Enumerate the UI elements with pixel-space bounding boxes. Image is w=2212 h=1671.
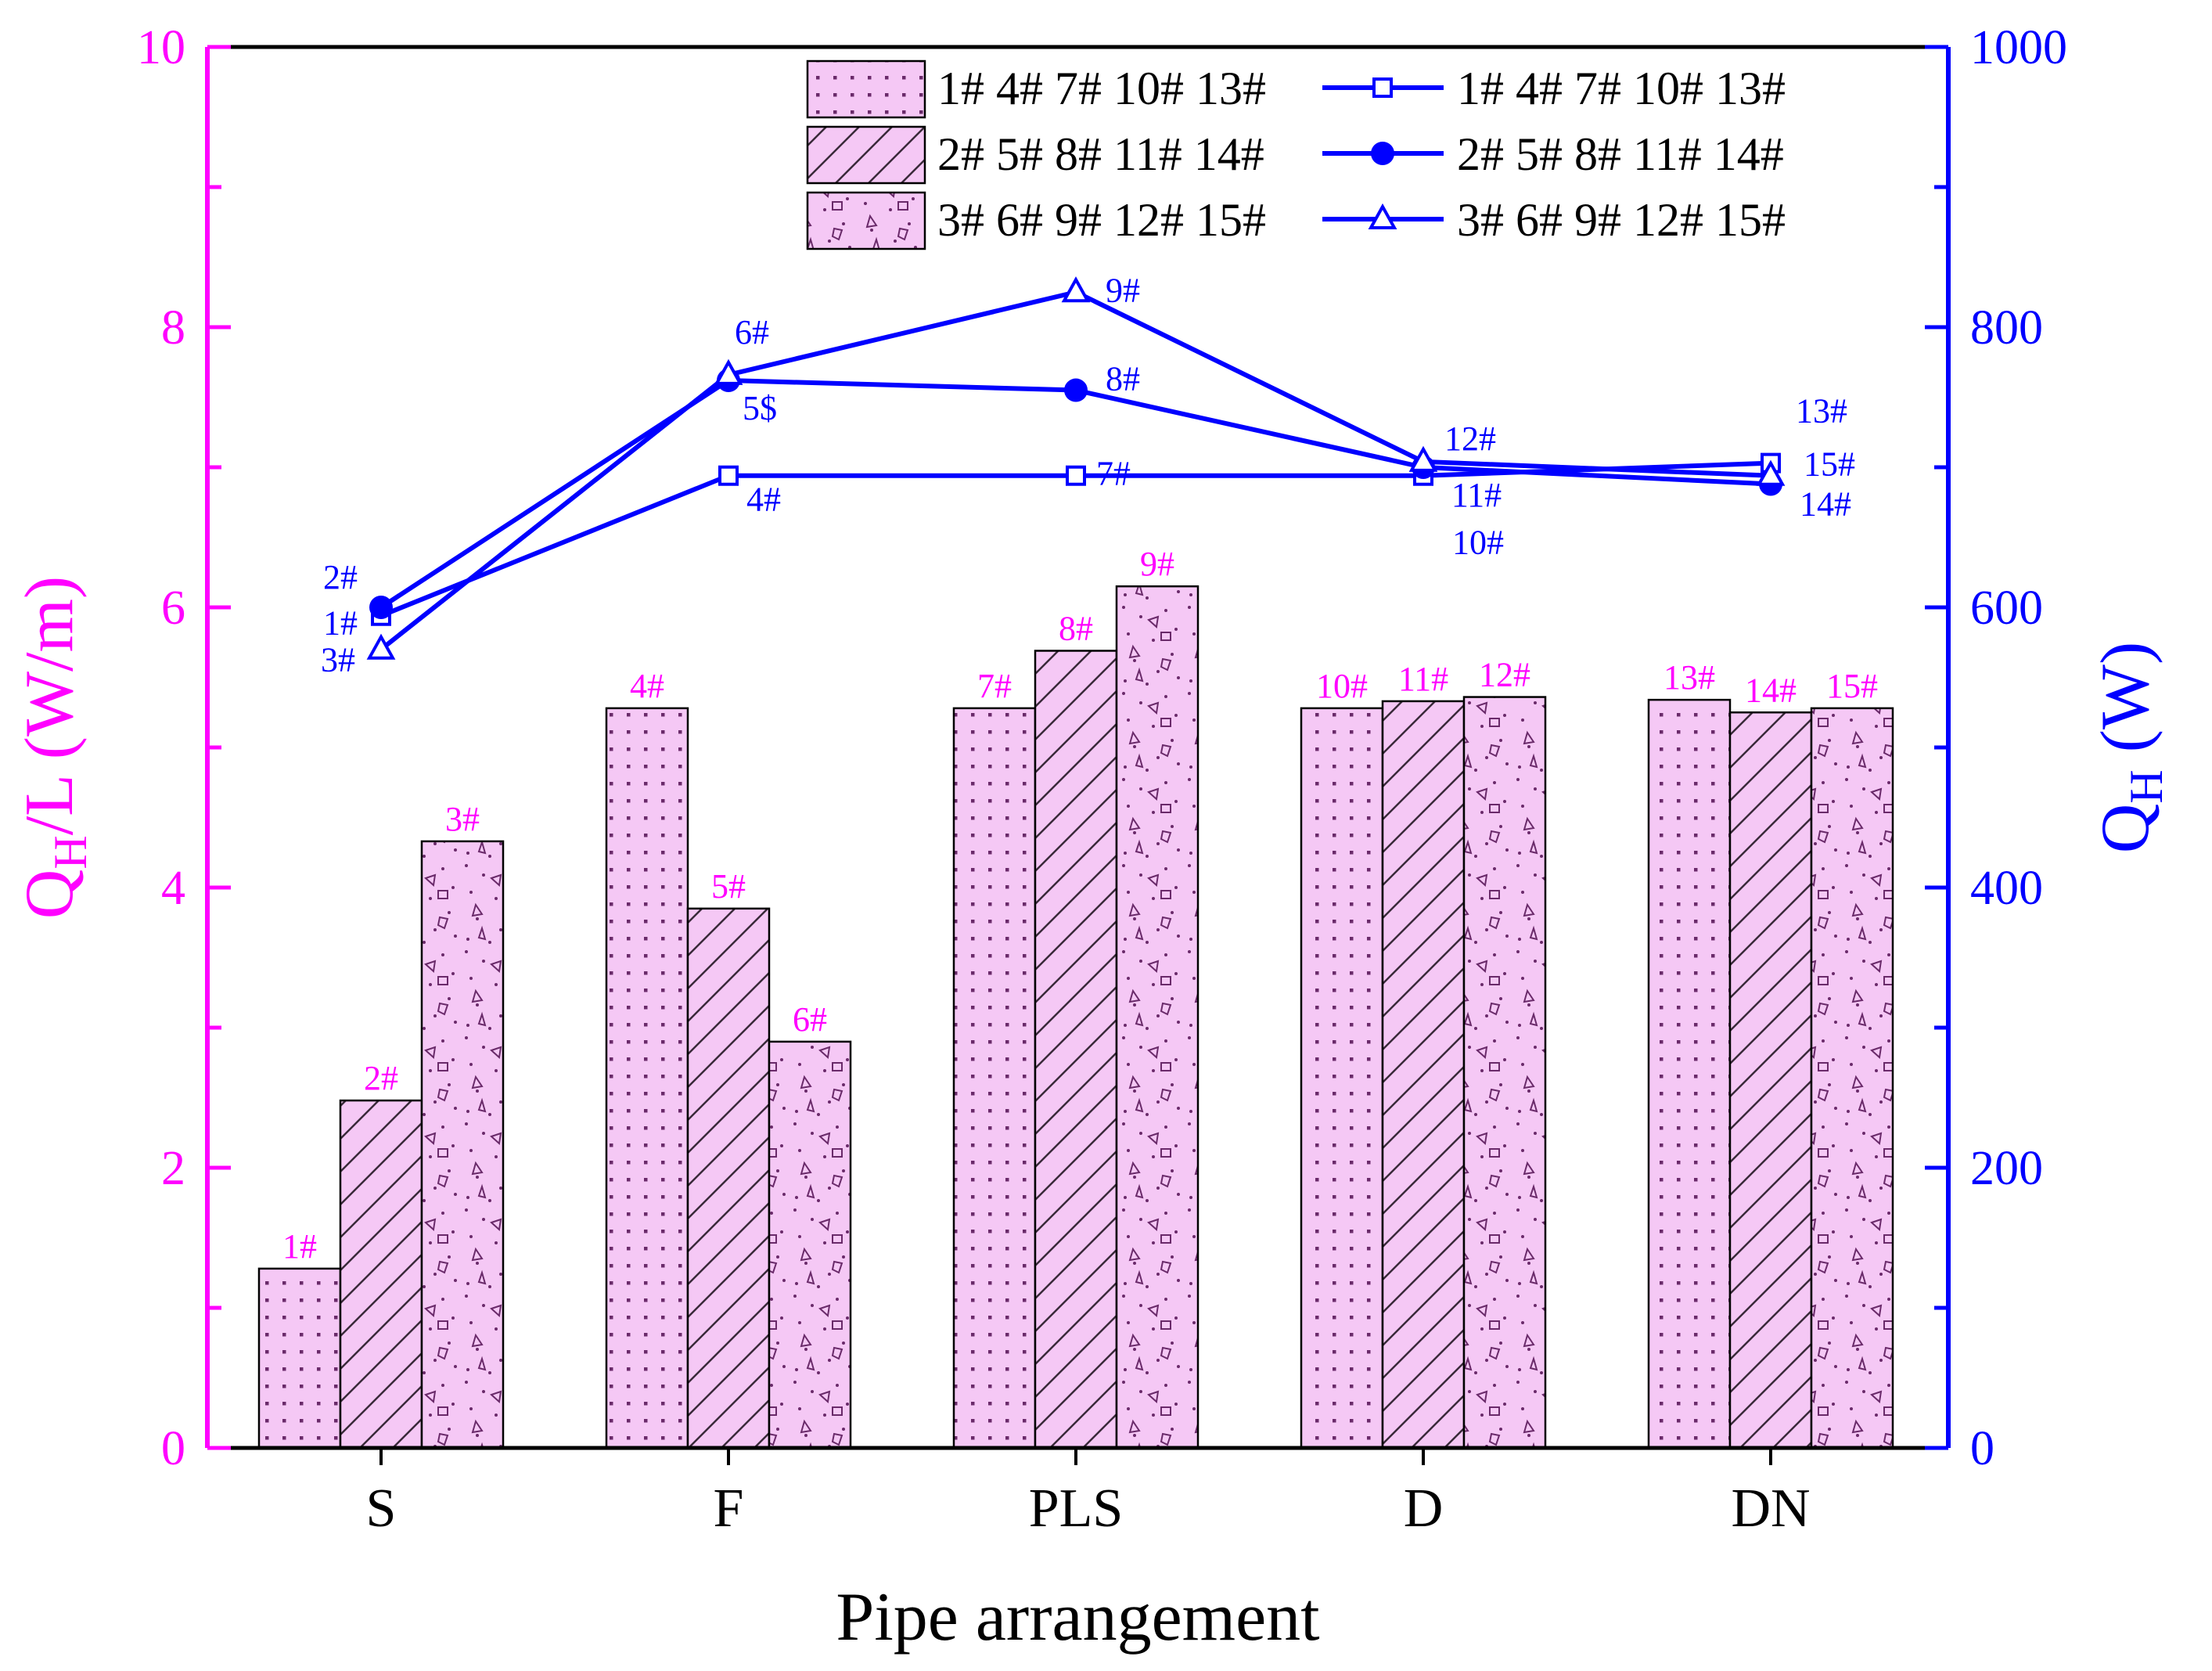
right-title-rest: (W) (2088, 642, 2163, 770)
point-label: 3# (321, 641, 355, 679)
x-tick-label: F (714, 1478, 744, 1539)
bar (1115, 585, 1200, 1450)
bar (686, 907, 771, 1450)
right-tick-label: 400 (1970, 862, 2043, 915)
bar-label: 4# (630, 667, 664, 705)
point-label: 4# (746, 481, 781, 519)
point-label: 14# (1800, 484, 1851, 523)
data-point (1756, 459, 1786, 486)
data-point (718, 465, 739, 486)
x-axis-title: Pipe arrangement (836, 1579, 1319, 1655)
point-label: 9# (1106, 271, 1140, 309)
right-title-main: Q (2088, 804, 2163, 854)
legend-label-bar: 2# 5# 8# 11# 14# (937, 128, 1264, 180)
point-label: 7# (1096, 455, 1131, 493)
point-label: 13# (1796, 392, 1847, 430)
left-tick-label: 4 (161, 862, 185, 915)
bar (952, 707, 1037, 1450)
point-label: 15# (1804, 445, 1855, 484)
x-tick-label: DN (1731, 1478, 1810, 1539)
bar-label: 9# (1140, 545, 1174, 583)
right-tick-label: 200 (1970, 1142, 2043, 1195)
left-tick-label: 2 (161, 1142, 185, 1195)
right-tick-label: 1000 (1970, 21, 2067, 74)
data-point (1064, 378, 1088, 402)
bar (420, 840, 505, 1450)
bar-label: 14# (1745, 671, 1797, 709)
bar-label: 11# (1398, 660, 1448, 698)
x-tick-label: D (1404, 1478, 1444, 1539)
series-line (379, 377, 1771, 610)
point-label: 5$ (743, 389, 777, 427)
legend-label-line: 1# 4# 7# 10# 13# (1457, 63, 1786, 114)
bar-label: 5# (711, 867, 746, 906)
legend-label-line: 2# 5# 8# 11# 14# (1457, 128, 1784, 180)
right-tick-label: 800 (1970, 301, 2043, 355)
point-label: 6# (735, 313, 769, 351)
bar (1034, 650, 1118, 1450)
bar (257, 1267, 342, 1450)
legend-marker (1368, 203, 1397, 229)
bar-label: 12# (1479, 656, 1530, 694)
left-title-main: Q (12, 870, 88, 920)
bar (605, 707, 689, 1450)
point-label: 12# (1444, 420, 1496, 458)
legend-swatch-bar (806, 125, 926, 185)
data-point (1061, 276, 1091, 303)
point-label: 2# (323, 558, 358, 596)
point-label: 8# (1106, 360, 1140, 398)
point-label: 11# (1451, 476, 1502, 514)
bar (768, 1040, 852, 1450)
left-title-sub: H (45, 835, 96, 869)
right-tick-label: 0 (1970, 1422, 1994, 1475)
legend-label-bar: 3# 6# 9# 12# 15# (937, 194, 1266, 246)
bar-label: 3# (445, 800, 480, 838)
bar-label: 6# (793, 1000, 827, 1039)
left-title-rest: /L (W/m) (12, 576, 88, 836)
right-y-axis-title: QH (W) (2088, 642, 2172, 854)
data-point (714, 358, 743, 385)
bar-label: 15# (1826, 667, 1878, 705)
bar-label: 7# (977, 667, 1012, 705)
point-label: 10# (1452, 524, 1504, 562)
legend-swatch-bar (806, 59, 926, 119)
legend-label-line: 3# 6# 9# 12# 15# (1457, 194, 1786, 246)
legend-marker (1372, 77, 1393, 98)
bar (339, 1099, 423, 1450)
bar-label: 2# (364, 1059, 398, 1097)
left-tick-label: 0 (161, 1422, 185, 1475)
x-tick-label: PLS (1029, 1478, 1124, 1539)
right-tick-label: 600 (1970, 582, 2043, 635)
data-point (1066, 465, 1086, 486)
bar (1381, 700, 1466, 1450)
bar (1728, 711, 1813, 1450)
left-tick-label: 10 (137, 21, 185, 74)
data-point (369, 596, 393, 619)
x-tick-label: S (366, 1478, 397, 1539)
point-label: 1# (323, 604, 358, 643)
data-point (1408, 445, 1438, 472)
bar (1462, 696, 1547, 1450)
bar-label: 13# (1663, 658, 1715, 697)
bar (1300, 707, 1384, 1450)
bar-label: 8# (1059, 609, 1093, 647)
legend-swatch-bar (806, 191, 926, 250)
bar-label: 10# (1316, 667, 1368, 705)
data-point (366, 633, 396, 660)
left-tick-label: 8 (161, 301, 185, 355)
left-y-axis-title: QH/L (W/m) (12, 576, 96, 919)
bar (1647, 698, 1732, 1450)
left-tick-label: 6 (161, 582, 185, 635)
legend-marker (1371, 142, 1394, 165)
bar (1810, 707, 1894, 1450)
bar-label: 1# (282, 1227, 317, 1266)
right-title-sub: H (2120, 769, 2172, 803)
legend-label-bar: 1# 4# 7# 10# 13# (937, 63, 1266, 114)
